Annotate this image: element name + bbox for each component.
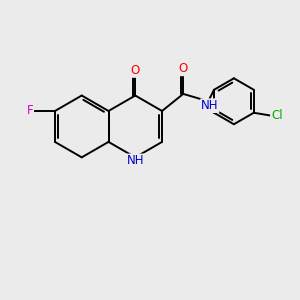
Text: Cl: Cl — [271, 109, 283, 122]
Text: NH: NH — [201, 99, 218, 112]
Text: F: F — [27, 104, 33, 118]
Text: O: O — [131, 64, 140, 77]
Text: O: O — [178, 62, 188, 75]
Text: NH: NH — [127, 154, 144, 167]
